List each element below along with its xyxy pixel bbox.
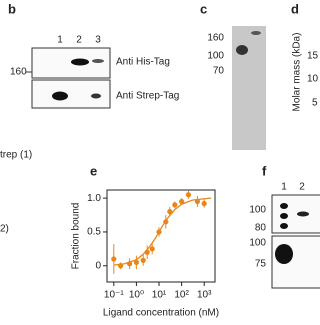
y-tick-label: 0	[95, 260, 101, 271]
x-tick-label: 10²	[174, 290, 189, 301]
lane-label: 1	[281, 182, 287, 193]
band	[275, 244, 293, 264]
data-point	[172, 202, 178, 208]
gel	[232, 26, 266, 150]
x-axis-label: Ligand concentration (nM)	[103, 308, 219, 319]
x-tick-label: 10⁻¹	[104, 290, 124, 301]
blot-label: Anti His-Tag	[116, 57, 170, 68]
marker-label: 160	[207, 33, 224, 44]
data-point	[201, 200, 207, 207]
band	[297, 211, 309, 217]
band	[280, 213, 288, 219]
panel-letter: f	[262, 163, 267, 178]
y-tick-label: 1.0	[87, 193, 101, 204]
x-tick-label: 10⁰	[129, 290, 144, 301]
data-point	[111, 256, 117, 262]
band	[52, 91, 68, 101]
lane-label: 3	[95, 35, 101, 46]
y-tick-label: 0.5	[87, 227, 101, 238]
marker-label: 70	[213, 66, 225, 77]
data-point	[140, 257, 146, 263]
band	[91, 93, 101, 99]
panel-letter: b	[8, 1, 16, 16]
marker-label: 100	[249, 238, 266, 249]
data-point	[179, 198, 185, 205]
marker-label: 160	[10, 67, 27, 78]
fragment: 2)	[0, 224, 9, 235]
fit-curve	[113, 197, 212, 266]
panel-letter: c	[200, 1, 207, 16]
marker-label: 100	[207, 51, 224, 62]
data-point	[149, 246, 155, 252]
panel-letter: e	[90, 163, 97, 178]
y-axis-label: Fraction bound	[71, 203, 82, 270]
plot-frame	[106, 189, 216, 283]
blot	[271, 194, 320, 234]
lane-label: 2	[299, 182, 305, 193]
fragment: trep (1)	[0, 150, 32, 161]
lane-label: 1	[57, 35, 63, 46]
band	[280, 203, 288, 209]
x-tick-label: 10¹	[152, 290, 167, 301]
band	[280, 223, 288, 229]
tick-label: 15	[307, 51, 319, 62]
marker-label: 80	[255, 223, 267, 234]
blot-label: Anti Strep-Tag	[116, 91, 179, 102]
tick-label: 10	[307, 74, 319, 85]
marker-label: 100	[249, 205, 266, 216]
band	[251, 31, 261, 35]
axis-label: Molar mass (kDa)	[292, 33, 303, 112]
data-point	[167, 209, 173, 215]
panel-letter: d	[291, 1, 299, 16]
band	[236, 45, 248, 55]
blot	[31, 47, 111, 79]
band	[92, 59, 104, 63]
data-point	[133, 259, 140, 265]
band	[71, 58, 89, 66]
x-tick-label: 10³	[197, 290, 212, 301]
marker-label: 75	[255, 259, 267, 270]
lane-label: 2	[76, 35, 82, 46]
tick-label: 5	[312, 98, 318, 109]
data-point	[185, 192, 192, 198]
